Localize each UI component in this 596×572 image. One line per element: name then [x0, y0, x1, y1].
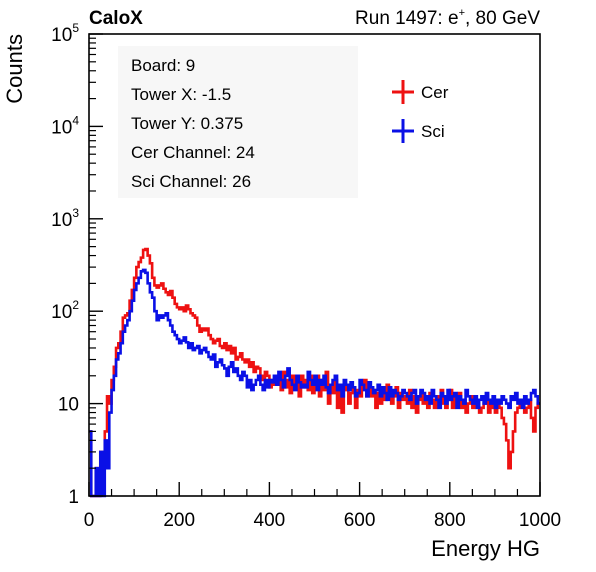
y-tick-label: 103: [51, 206, 79, 231]
legend-marker-sci: [392, 119, 414, 143]
info-line-cer-channel: Cer Channel: 24: [131, 143, 255, 162]
y-tick-label: 105: [51, 21, 79, 46]
info-box-background: [118, 46, 358, 198]
series-line-cer: [89, 247, 540, 498]
run-suffix: , 80 GeV: [465, 8, 540, 29]
tick-layer: 0 200 400 600 800 1000 1 10 102 103 104 105: [51, 21, 561, 531]
legend-marker-cer: [392, 80, 414, 104]
info-line-board: Board: 9: [131, 56, 195, 75]
x-tick-label: 0: [84, 510, 95, 531]
info-line-sci-channel: Sci Channel: 26: [131, 172, 251, 191]
y-tick-label: 104: [51, 113, 79, 138]
x-tick-label: 200: [163, 510, 195, 531]
x-tick-label: 800: [434, 510, 466, 531]
info-box: Board: 9 Tower X: -1.5 Tower Y: 0.375 Ce…: [118, 46, 358, 198]
plot-frame: [88, 33, 541, 497]
y-axis-title: Counts: [2, 34, 27, 104]
legend-label-cer: Cer: [421, 83, 449, 102]
legend-label-sci: Sci: [421, 122, 445, 141]
x-axis-title: Energy HG: [431, 536, 540, 561]
run-prefix: Run 1497: e: [355, 8, 459, 29]
y-tick-label: 10: [58, 395, 79, 416]
legend: Cer Sci: [392, 80, 449, 143]
x-tick-label: 1000: [519, 510, 561, 531]
run-charge-sup: +: [459, 7, 465, 19]
series-layer: [89, 247, 540, 498]
series-line-sci: [89, 268, 540, 498]
y-tick-label: 102: [51, 298, 79, 323]
y-tick-label: 1: [68, 487, 79, 508]
x-tick-label: 400: [254, 510, 286, 531]
info-line-tower-y: Tower Y: 0.375: [131, 114, 243, 133]
run-label: Run 1497: e+, 80 GeV: [355, 7, 540, 29]
brand-label: CaloX: [89, 8, 143, 29]
info-line-tower-x: Tower X: -1.5: [131, 85, 231, 104]
x-tick-label: 600: [344, 510, 376, 531]
